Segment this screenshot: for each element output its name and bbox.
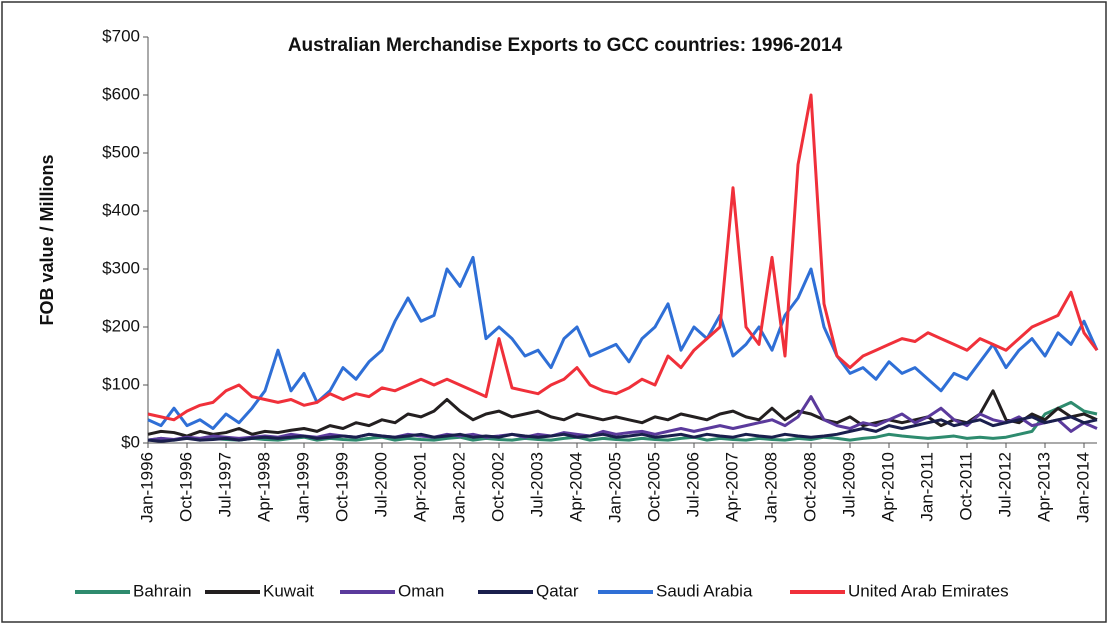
legend-label: Qatar xyxy=(536,581,579,600)
x-tick-label: Apr-2013 xyxy=(1034,452,1053,522)
legend-label: Saudi Arabia xyxy=(656,581,753,600)
y-tick-label: $300 xyxy=(102,258,140,277)
x-tick-label: Apr-2007 xyxy=(722,452,741,522)
x-tick-label: Jul-2012 xyxy=(995,452,1014,517)
x-tick-label: Oct-1996 xyxy=(176,452,195,522)
x-tick-label: Jan-1996 xyxy=(137,452,156,523)
series-line xyxy=(147,255,1099,430)
y-tick-label: $200 xyxy=(102,316,140,335)
x-tick-label: Apr-2004 xyxy=(566,452,585,522)
legend-label: United Arab Emirates xyxy=(848,581,1009,600)
legend-label: Oman xyxy=(398,581,444,600)
x-tick-label: Jan-2014 xyxy=(1073,452,1092,523)
x-tick-label: Jan-2005 xyxy=(605,452,624,523)
series-line xyxy=(147,389,1098,438)
y-tick-label: $100 xyxy=(102,374,140,393)
x-tick-label: Apr-1998 xyxy=(254,452,273,522)
y-tick-label: $0 xyxy=(121,432,140,451)
x-tick-label: Jul-2006 xyxy=(683,452,702,517)
y-tick-label: $600 xyxy=(102,84,140,103)
x-tick-label: Jul-2003 xyxy=(527,452,546,517)
x-tick-label: Apr-2010 xyxy=(878,452,897,522)
x-tick-label: Jul-2000 xyxy=(371,452,390,517)
x-tick-label: Apr-2001 xyxy=(410,452,429,522)
x-tick-label: Jul-2009 xyxy=(839,452,858,517)
legend-label: Bahrain xyxy=(133,581,192,600)
x-tick-label: Oct-2008 xyxy=(800,452,819,522)
x-tick-label: Jan-2008 xyxy=(761,452,780,523)
x-tick-label: Oct-2002 xyxy=(488,452,507,522)
y-tick-label: $400 xyxy=(102,200,140,219)
x-tick-label: Oct-2005 xyxy=(644,452,663,522)
x-tick-label: Jul-1997 xyxy=(215,452,234,517)
y-axis-label: FOB value / Millions xyxy=(37,154,57,325)
series-line xyxy=(147,415,1098,443)
legend-label: Kuwait xyxy=(263,581,314,600)
x-tick-label: Jan-1999 xyxy=(293,452,312,523)
x-tick-label: Jan-2002 xyxy=(449,452,468,523)
x-tick-label: Jan-2011 xyxy=(917,452,936,522)
chart-title: Australian Merchandise Exports to GCC co… xyxy=(288,35,843,56)
y-tick-label: $500 xyxy=(102,142,140,161)
y-tick-label: $700 xyxy=(102,26,140,45)
x-tick-label: Oct-2011 xyxy=(956,452,975,521)
x-tick-label: Oct-1999 xyxy=(332,452,351,522)
series-line xyxy=(147,93,1099,422)
